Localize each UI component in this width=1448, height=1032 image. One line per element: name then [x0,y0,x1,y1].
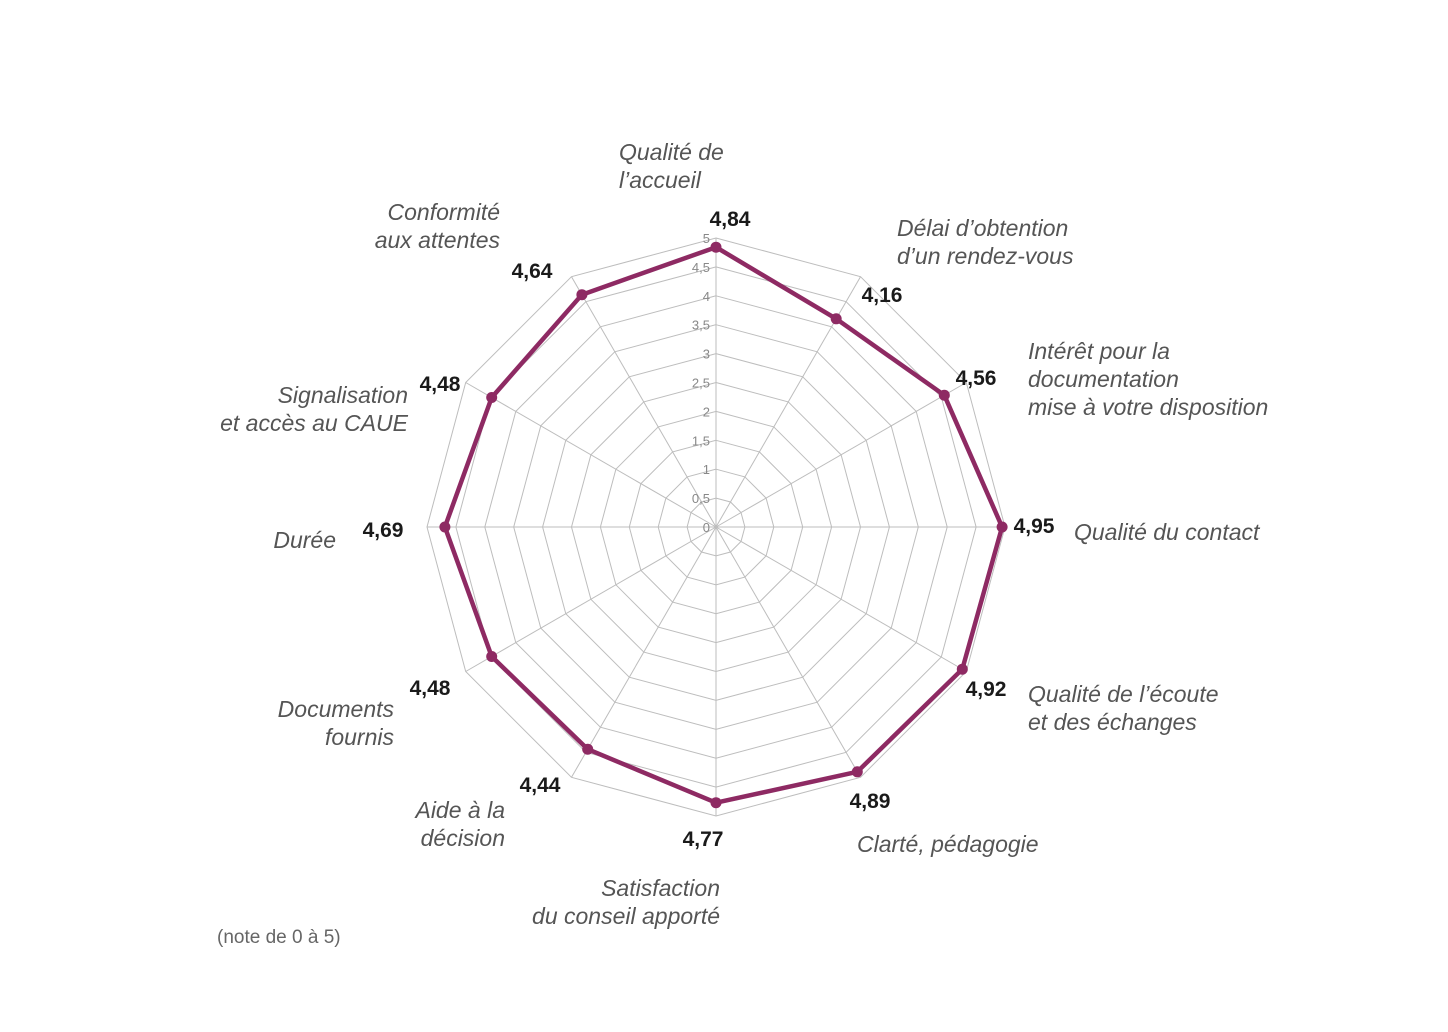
axis-label-line: aux attentes [375,227,501,253]
data-point [576,289,588,301]
axis-label: Clarté, pédagogie [857,831,1039,857]
radial-tick-labels: 0 0,5 1 1,5 2 2,5 3 3,5 4 4,5 5 [692,231,710,535]
axis-label-line: l’accueil [619,167,702,193]
axis-label: Intérêt pour la documentation mise à votre… [1028,338,1268,420]
data-point [851,766,863,778]
value-label: 4,16 [862,284,903,307]
axis-labels: 4,84 Qualité de l’accueil 4,16 Délai d’obten… [220,139,1268,929]
value-label: 4,48 [420,373,461,396]
value-label: 4,95 [1014,515,1055,538]
data-point [710,241,722,253]
grid-spoke [465,382,717,528]
data-point [938,389,950,401]
tick-label: 5 [703,231,710,246]
axis-label-line: Qualité de l’écoute [1028,681,1219,707]
tick-label: 4 [703,289,710,304]
axis-label-line: documentation [1028,366,1179,392]
axis-label: Qualité du contact [1074,519,1261,545]
axis-label-line: et accès au CAUE [220,410,409,436]
tick-label: 2,5 [692,376,710,391]
data-point [996,521,1008,533]
scale-note: (note de 0 à 5) [217,927,341,948]
axis-label: Conformité aux attentes [375,199,501,253]
axis-label-line: Délai d’obtention [897,215,1068,241]
axis-label: Qualité de l’accueil [619,139,724,193]
value-label: 4,64 [512,260,553,283]
axis-label-line: du conseil apporté [532,903,720,929]
value-label: 4,44 [520,774,561,797]
axis-label-line: Qualité du contact [1074,519,1261,545]
grid-spoke [571,526,717,778]
value-label: 4,77 [683,828,724,851]
data-point [486,392,498,403]
grid-spoke [465,526,717,672]
axis-label-line: mise à votre disposition [1028,394,1268,420]
axis-label: Aide à la décision [413,797,505,851]
tick-label: 1 [703,462,710,477]
axis-label: Délai d’obtention d’un rendez-vous [897,215,1074,269]
axis-label-line: fournis [325,724,395,750]
axis-label-line: d’un rendez-vous [897,243,1074,269]
tick-label: 2 [703,404,710,419]
axis-label: Satisfaction du conseil apporté [532,875,720,929]
radar-grid [426,237,1006,817]
axis-label-line: Satisfaction [601,875,720,901]
value-label: 4,69 [363,519,404,542]
data-point [830,313,842,325]
data-point [439,521,451,533]
data-point [956,663,968,675]
axis-label-line: Aide à la [413,797,505,823]
grid-spoke [715,382,967,528]
tick-label: 0 [703,520,710,535]
value-label: 4,84 [710,208,751,231]
data-point [710,797,722,809]
axis-label-line: Documents [278,696,395,722]
axis-label-line: Conformité [388,199,500,225]
axis-label: Signalisation et accès au CAUE [220,382,409,436]
axis-label-line: et des échanges [1028,709,1197,735]
axis-label-line: Signalisation [278,382,408,408]
tick-label: 4,5 [692,260,710,275]
axis-label: Durée [273,527,336,553]
radar-series [439,241,1008,809]
axis-label-line: Durée [273,527,336,553]
tick-label: 0,5 [692,491,710,506]
axis-label: Qualité de l’écoute et des échanges [1028,681,1219,735]
value-label: 4,92 [966,678,1007,701]
grid-spoke [571,276,717,528]
value-label: 4,48 [410,677,451,700]
tick-label: 1,5 [692,433,710,448]
grid-spoke [715,526,861,778]
axis-label-line: Intérêt pour la [1028,338,1170,364]
tick-label: 3,5 [692,318,710,333]
axis-label: Documents fournis [278,696,395,750]
grid-spoke [715,526,967,672]
axis-label-line: décision [421,825,505,851]
data-point [486,651,498,662]
axis-label-line: Qualité de [619,139,724,165]
tick-label: 3 [703,347,710,362]
value-label: 4,89 [850,790,891,813]
data-point [582,743,594,755]
axis-label-line: Clarté, pédagogie [857,831,1039,857]
value-label: 4,56 [956,367,997,390]
